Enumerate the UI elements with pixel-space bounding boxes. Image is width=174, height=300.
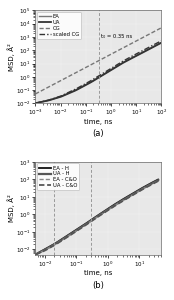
Text: t₀ = 0.35 ns: t₀ = 0.35 ns	[101, 34, 132, 39]
Legend: EA - H, UA - H, EA - C&O, UA - C&O: EA - H, UA - H, EA - C&O, UA - C&O	[37, 164, 79, 190]
Y-axis label: MSD, Å²: MSD, Å²	[7, 43, 15, 71]
X-axis label: time, ns: time, ns	[84, 119, 113, 125]
Legend: EA, UA, CG, scaled CG: EA, UA, CG, scaled CG	[37, 12, 81, 39]
Text: (a): (a)	[93, 129, 104, 138]
X-axis label: time, ns: time, ns	[84, 270, 113, 276]
Text: (b): (b)	[92, 280, 104, 290]
Y-axis label: MSD, Å²: MSD, Å²	[7, 194, 15, 222]
